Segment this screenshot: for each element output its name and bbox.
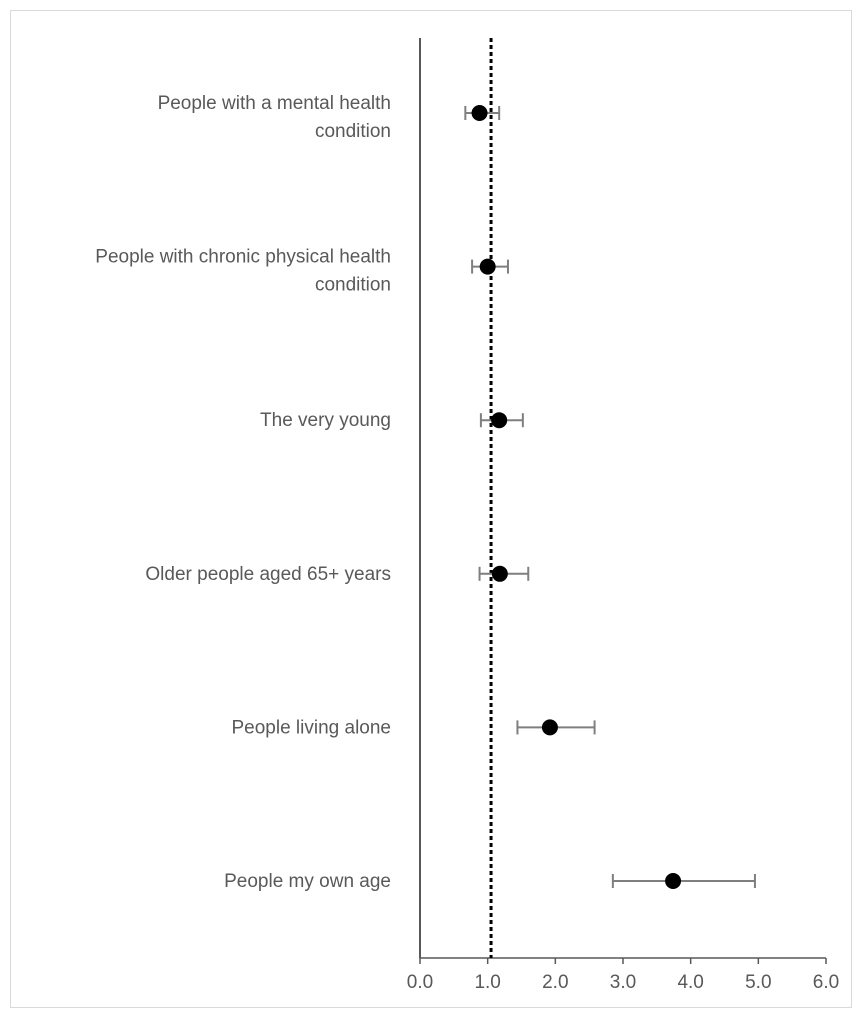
category-label: The very young <box>260 410 391 431</box>
x-tick-label: 2.0 <box>542 972 568 993</box>
data-point <box>491 412 508 429</box>
data-point <box>479 258 496 275</box>
x-tick-label: 6.0 <box>813 972 839 993</box>
category-label: Older people aged 65+ years <box>145 564 391 585</box>
x-tick-label: 1.0 <box>474 972 500 993</box>
data-point <box>471 105 488 121</box>
data-point <box>541 719 558 736</box>
chart-frame <box>10 10 852 1008</box>
x-tick-label: 0.0 <box>407 972 433 993</box>
category-label: condition <box>315 275 391 296</box>
category-label: People with a mental health <box>158 93 391 114</box>
category-label: People with chronic physical health <box>95 247 391 268</box>
x-tick-label: 4.0 <box>677 972 703 993</box>
data-point <box>665 873 682 889</box>
data-point <box>491 565 508 582</box>
x-tick-label: 3.0 <box>610 972 636 993</box>
category-label: People living alone <box>231 717 391 738</box>
category-label: People my own age <box>224 871 391 892</box>
category-label: condition <box>315 121 391 142</box>
x-tick-label: 5.0 <box>745 972 771 993</box>
